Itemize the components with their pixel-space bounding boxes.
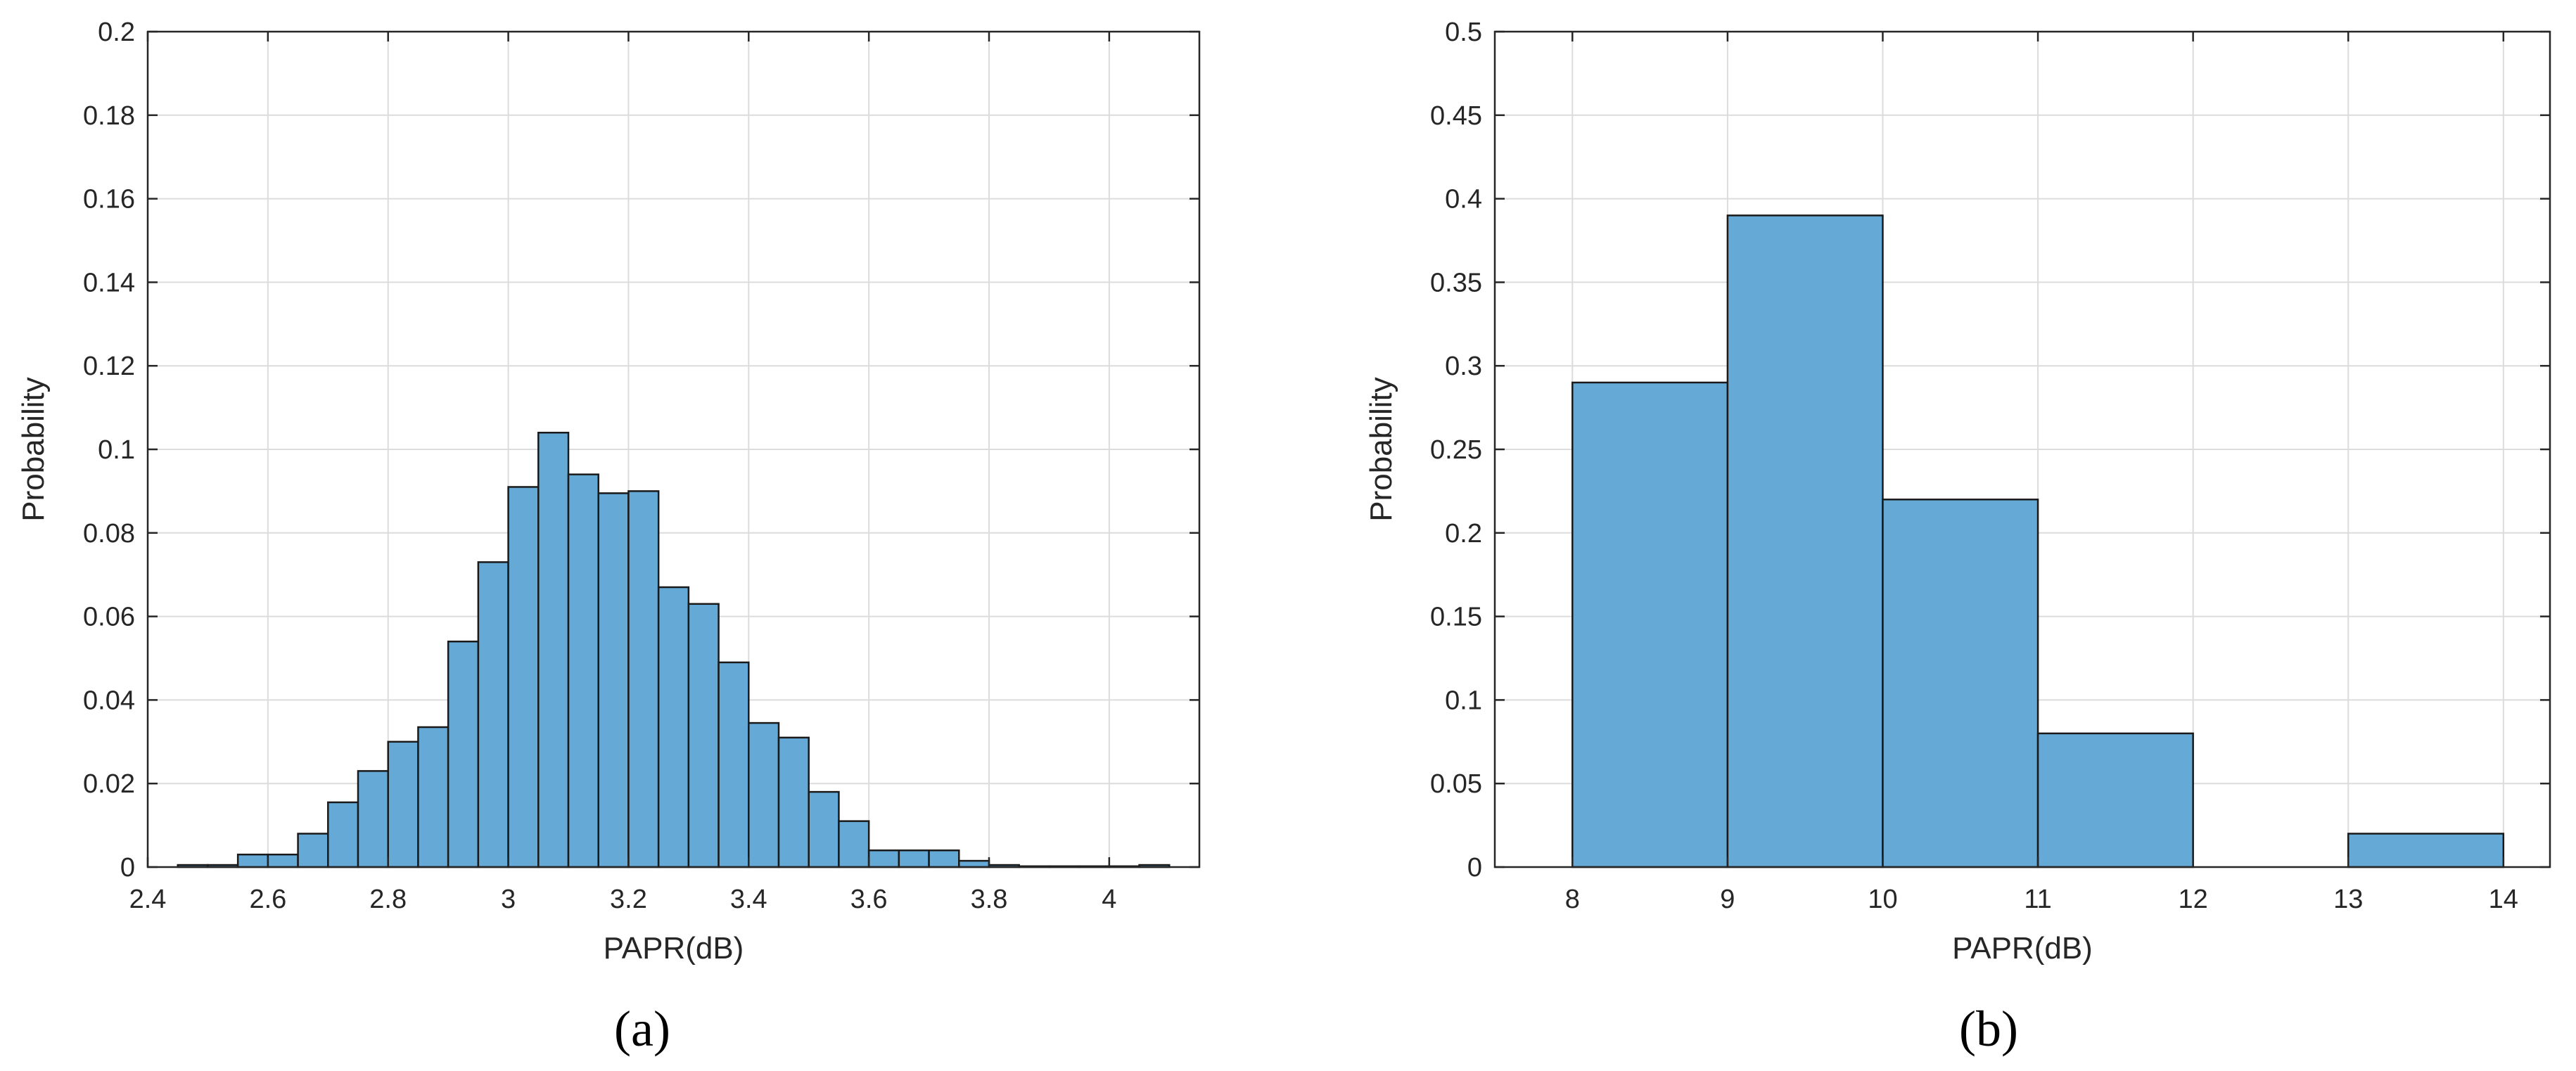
y-tick-label: 0.16 bbox=[83, 185, 135, 214]
histogram-bar bbox=[748, 722, 780, 868]
y-tick-label: 0.08 bbox=[83, 519, 135, 549]
y-tick-label: 0.15 bbox=[1430, 603, 1482, 632]
y-tick-label: 0.06 bbox=[83, 603, 135, 632]
histogram-bar bbox=[777, 736, 810, 868]
histogram-bar bbox=[597, 492, 630, 868]
y-tick-label: 0.1 bbox=[1445, 686, 1482, 715]
histogram-panel-a: 2.4 2.6 2.8 3 3.2 3.4 3.6 3.8 4 0 0.02 0.04 0.06 0.08… bbox=[16, 18, 1201, 1057]
y-axis-label: Probability bbox=[16, 377, 51, 521]
histogram-bar bbox=[958, 859, 990, 868]
x-tick-label: 3 bbox=[501, 885, 516, 914]
histogram-bar bbox=[537, 431, 570, 868]
y-tick-label: 0 bbox=[1467, 853, 1482, 883]
y-axis-label: Probability bbox=[1364, 377, 1398, 521]
histogram-bar bbox=[297, 833, 329, 868]
y-tick-label: 0.02 bbox=[83, 769, 135, 799]
histogram-bar bbox=[718, 661, 750, 868]
y-tick-label: 0.2 bbox=[1445, 519, 1482, 549]
histogram-bar bbox=[357, 770, 389, 868]
x-tick-label: 4 bbox=[1102, 885, 1116, 914]
histogram-bar bbox=[1571, 381, 1729, 868]
histogram-bar bbox=[236, 853, 269, 868]
panel-label: (b) bbox=[1959, 1001, 2018, 1057]
x-tick-label: 2.8 bbox=[369, 885, 407, 914]
x-tick-label: 2.4 bbox=[129, 885, 167, 914]
x-tick-label: 12 bbox=[2179, 885, 2208, 914]
y-tick-label: 0.35 bbox=[1430, 268, 1482, 297]
y-tick-label: 0.4 bbox=[1445, 185, 1482, 214]
histogram-bar bbox=[898, 849, 930, 868]
y-tick-label: 0.5 bbox=[1445, 18, 1482, 47]
y-tick-label: 0.14 bbox=[83, 268, 135, 297]
y-tick-label: 0.05 bbox=[1430, 769, 1482, 799]
histogram-bar bbox=[477, 561, 509, 868]
y-tick-label: 0.3 bbox=[1445, 352, 1482, 381]
histogram-bar bbox=[687, 603, 720, 868]
histogram-bar bbox=[1726, 214, 1884, 868]
histogram-bar bbox=[387, 740, 419, 868]
histogram-bar bbox=[1882, 499, 2039, 868]
histogram-bar bbox=[2347, 833, 2505, 868]
y-tick-label: 0.45 bbox=[1430, 101, 1482, 131]
histogram-bar bbox=[267, 853, 299, 868]
y-tick-label: 0.18 bbox=[83, 101, 135, 131]
x-tick-label: 14 bbox=[2489, 885, 2518, 914]
histogram-bar bbox=[507, 486, 540, 868]
x-axis-label: PAPR(dB) bbox=[1952, 931, 2093, 966]
x-tick-label: 13 bbox=[2333, 885, 2363, 914]
x-tick-label: 10 bbox=[1868, 885, 1897, 914]
histogram-bar bbox=[657, 586, 690, 868]
x-tick-label: 3.4 bbox=[730, 885, 767, 914]
y-tick-label: 0.25 bbox=[1430, 435, 1482, 465]
x-tick-label: 8 bbox=[1565, 885, 1580, 914]
histogram-panel-b: 8 9 10 11 12 13 14 0 0.05 0.1 0.15 0.2 0.25 0.3 0.35 0.… bbox=[1364, 18, 2551, 1057]
histogram-bar bbox=[417, 726, 449, 868]
histogram-bar bbox=[327, 801, 359, 868]
y-tick-label: 0.2 bbox=[98, 18, 135, 47]
histogram-bar bbox=[567, 473, 599, 868]
x-tick-label: 11 bbox=[2024, 885, 2051, 914]
histogram-bar bbox=[447, 640, 480, 868]
y-tick-label: 0.04 bbox=[83, 686, 135, 715]
panel-label: (a) bbox=[614, 1001, 670, 1057]
histogram-bar bbox=[2036, 732, 2194, 868]
x-tick-label: 3.6 bbox=[850, 885, 888, 914]
x-tick-label: 3.2 bbox=[610, 885, 647, 914]
histogram-bar bbox=[867, 849, 900, 868]
x-tick-label: 2.6 bbox=[249, 885, 286, 914]
x-axis-label: PAPR(dB) bbox=[604, 931, 744, 966]
y-tick-label: 0.12 bbox=[83, 352, 135, 381]
histogram-bar bbox=[627, 490, 660, 868]
histogram-bar bbox=[838, 820, 870, 868]
y-tick-label: 0 bbox=[120, 853, 135, 883]
y-tick-label: 0.1 bbox=[98, 435, 135, 465]
histogram-bar bbox=[808, 790, 840, 868]
x-tick-label: 9 bbox=[1720, 885, 1735, 914]
x-tick-label: 3.8 bbox=[971, 885, 1008, 914]
histogram-bar bbox=[928, 849, 960, 868]
